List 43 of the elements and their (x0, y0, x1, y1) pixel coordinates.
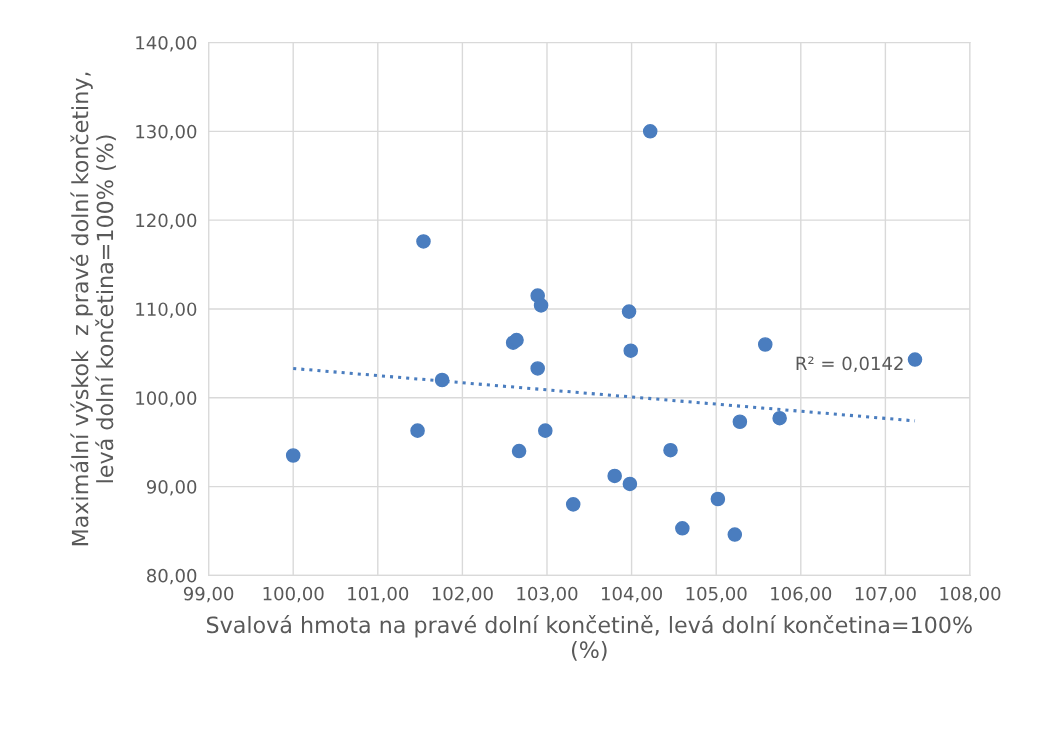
point (642, 124, 658, 139)
point (538, 423, 553, 438)
point (434, 372, 450, 388)
x-tick-label: 104,00 (601, 586, 662, 603)
x-tick-label: 108,00 (940, 586, 1001, 603)
point (663, 442, 678, 458)
y-tick-label: 90,00 (146, 480, 197, 496)
point (285, 448, 301, 463)
point (757, 337, 773, 352)
point (675, 521, 690, 536)
x-tick-label: 106,00 (771, 586, 832, 603)
x-tick-label: 103,00 (517, 586, 578, 603)
point (530, 361, 545, 376)
x-tick-label: 107,00 (855, 586, 916, 603)
point (732, 414, 748, 430)
point (710, 491, 726, 507)
point (907, 352, 923, 367)
x-axis-title: Svalová hmota na pravé dolní končetině, levá dolní končetina=100% (%) (206, 615, 972, 661)
point (416, 234, 431, 249)
point (410, 423, 425, 438)
annotation: R² = 0,0142 (796, 356, 903, 372)
point (565, 497, 581, 512)
x-tick-label: 101,00 (348, 586, 409, 603)
point (772, 410, 787, 426)
x-tick-label: 105,00 (686, 586, 747, 603)
y-axis-title: Maximální výskok z pravé dolní končetiny, levá dolní končetina=100% (%) (70, 72, 116, 546)
point (622, 476, 638, 492)
point (511, 443, 527, 459)
y-tick-label: 130,00 (136, 124, 197, 141)
point (533, 298, 549, 313)
point (727, 527, 743, 542)
point (621, 304, 637, 319)
y-tick-label: 100,00 (136, 391, 197, 407)
y-tick-label: 120,00 (136, 213, 197, 230)
x-tick-label: 100,00 (263, 586, 324, 603)
point (509, 332, 524, 348)
point (607, 468, 622, 484)
x-tick-label: 102,00 (432, 586, 493, 603)
point (623, 343, 639, 358)
y-tick-label: 80,00 (147, 568, 197, 585)
y-tick-label: 140,00 (136, 35, 197, 52)
x-tick-label: 99,00 (183, 586, 234, 603)
y-tick-label: 110,00 (136, 302, 197, 318)
